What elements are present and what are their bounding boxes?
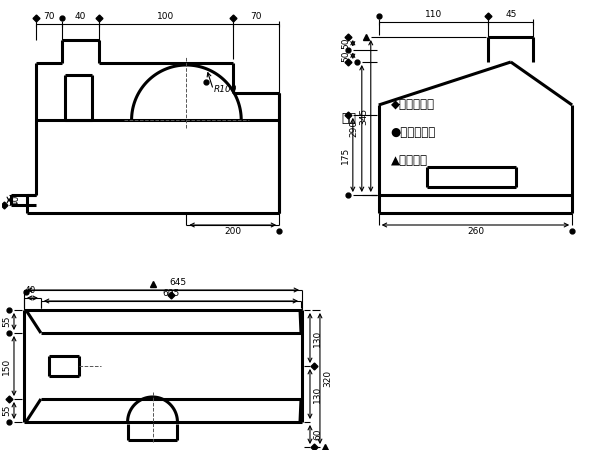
Text: 60: 60 xyxy=(313,429,322,440)
Text: 55: 55 xyxy=(2,405,11,416)
Text: ●为定位尺寸: ●为定位尺寸 xyxy=(391,126,436,139)
Text: 130: 130 xyxy=(313,385,322,403)
Text: 50: 50 xyxy=(341,37,350,49)
Text: 55: 55 xyxy=(2,316,11,327)
Text: ▲为总尺寸: ▲为总尺寸 xyxy=(391,153,428,166)
Text: 260: 260 xyxy=(467,227,484,236)
Text: 645: 645 xyxy=(169,278,187,287)
Text: 70: 70 xyxy=(43,12,55,21)
Text: ◆为定形尺寸: ◆为定形尺寸 xyxy=(391,98,435,111)
Text: 605: 605 xyxy=(163,289,179,298)
Text: 290: 290 xyxy=(350,120,359,137)
Text: 50: 50 xyxy=(341,50,350,62)
Text: 130: 130 xyxy=(313,329,322,346)
Text: 200: 200 xyxy=(224,227,241,236)
Text: R100: R100 xyxy=(214,85,237,94)
Text: 100: 100 xyxy=(157,12,175,21)
Text: 40: 40 xyxy=(12,194,21,206)
Text: 70: 70 xyxy=(250,12,262,21)
Text: 110: 110 xyxy=(425,10,442,19)
Text: 345: 345 xyxy=(359,108,368,125)
Text: 320: 320 xyxy=(323,370,332,387)
Text: 40: 40 xyxy=(25,286,37,295)
Text: 150: 150 xyxy=(2,357,11,374)
Text: 175: 175 xyxy=(341,146,350,163)
Text: 45: 45 xyxy=(505,10,517,19)
Text: 40: 40 xyxy=(74,12,86,21)
Text: 注：: 注： xyxy=(341,112,356,125)
